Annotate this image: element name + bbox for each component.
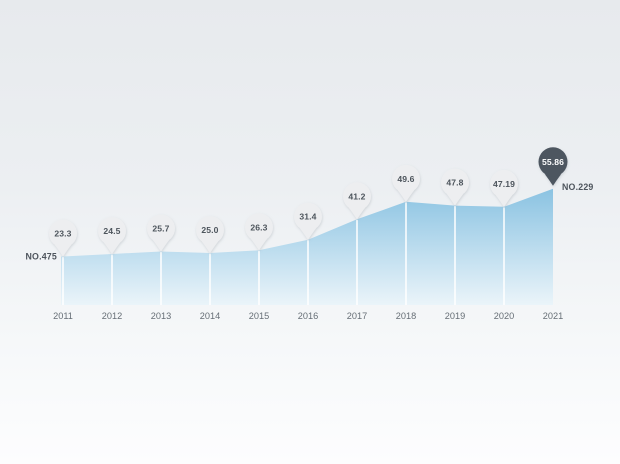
pin-bubble bbox=[294, 202, 322, 231]
highlight-value-pin: 55.86 bbox=[538, 147, 568, 186]
pin-bubble bbox=[147, 214, 175, 243]
value-pin: 25.7 bbox=[147, 214, 175, 252]
pin-tail bbox=[299, 228, 317, 240]
value-pin: 26.3 bbox=[245, 213, 273, 251]
x-axis-label: 2021 bbox=[543, 311, 563, 321]
pin-tail bbox=[544, 174, 562, 186]
pin-tail bbox=[103, 242, 121, 255]
pin-value-label: 23.3 bbox=[54, 229, 71, 239]
pin-value-label: 41.2 bbox=[348, 191, 365, 201]
pin-bubble bbox=[98, 217, 126, 246]
pin-value-label: 24.5 bbox=[103, 226, 120, 236]
pin-tail bbox=[446, 194, 464, 206]
x-axis-label: 2016 bbox=[298, 311, 318, 321]
pin-bubble bbox=[245, 213, 273, 242]
pin-bubble bbox=[392, 164, 420, 193]
x-axis-label: 2017 bbox=[347, 311, 367, 321]
pin-value-label: 49.6 bbox=[397, 174, 414, 184]
x-axis-label: 2020 bbox=[494, 311, 514, 321]
pin-value-label: 26.3 bbox=[250, 222, 267, 232]
value-pin: 47.8 bbox=[441, 168, 469, 206]
value-pin: 24.5 bbox=[98, 217, 126, 255]
pin-tail bbox=[495, 195, 513, 207]
value-pin: 49.6 bbox=[392, 164, 420, 202]
x-axis-label: 2014 bbox=[200, 311, 220, 321]
x-axis-label: 2015 bbox=[249, 311, 269, 321]
pin-tail bbox=[152, 240, 170, 252]
pin-tail bbox=[54, 245, 72, 257]
x-axis-label: 2012 bbox=[102, 311, 122, 321]
area-series bbox=[61, 188, 553, 305]
pin-value-label: 47.19 bbox=[493, 179, 515, 189]
x-axis-label: 2018 bbox=[396, 311, 416, 321]
pin-value-label: 31.4 bbox=[299, 212, 316, 222]
x-axis-label: 2019 bbox=[445, 311, 465, 321]
pin-bubble bbox=[196, 216, 224, 244]
pin-tail bbox=[397, 190, 415, 202]
pin-bubble bbox=[490, 169, 518, 198]
pin-tail bbox=[201, 241, 219, 253]
pin-tail bbox=[250, 238, 268, 251]
pin-tail bbox=[348, 207, 366, 220]
value-pin: 23.3 bbox=[49, 219, 77, 257]
x-axis-label: 2013 bbox=[151, 311, 171, 321]
pin-bubble bbox=[49, 219, 77, 248]
value-pin: 31.4 bbox=[294, 202, 322, 240]
pin-value-label: 55.86 bbox=[542, 157, 564, 167]
value-pin: 41.2 bbox=[343, 182, 371, 220]
value-pin: 47.19 bbox=[490, 169, 518, 207]
start-rank-label: NO.475 bbox=[25, 252, 57, 262]
pin-bubble bbox=[441, 168, 469, 197]
pin-value-label: 25.7 bbox=[152, 224, 169, 234]
pin-bubble bbox=[343, 182, 371, 211]
pin-value-label: 25.0 bbox=[201, 225, 218, 235]
x-axis-label: 2011 bbox=[53, 311, 73, 321]
end-rank-label: NO.229 bbox=[562, 182, 594, 192]
value-pin: 25.0 bbox=[196, 216, 224, 253]
pin-bubble bbox=[538, 147, 568, 177]
pin-value-label: 47.8 bbox=[446, 178, 463, 188]
